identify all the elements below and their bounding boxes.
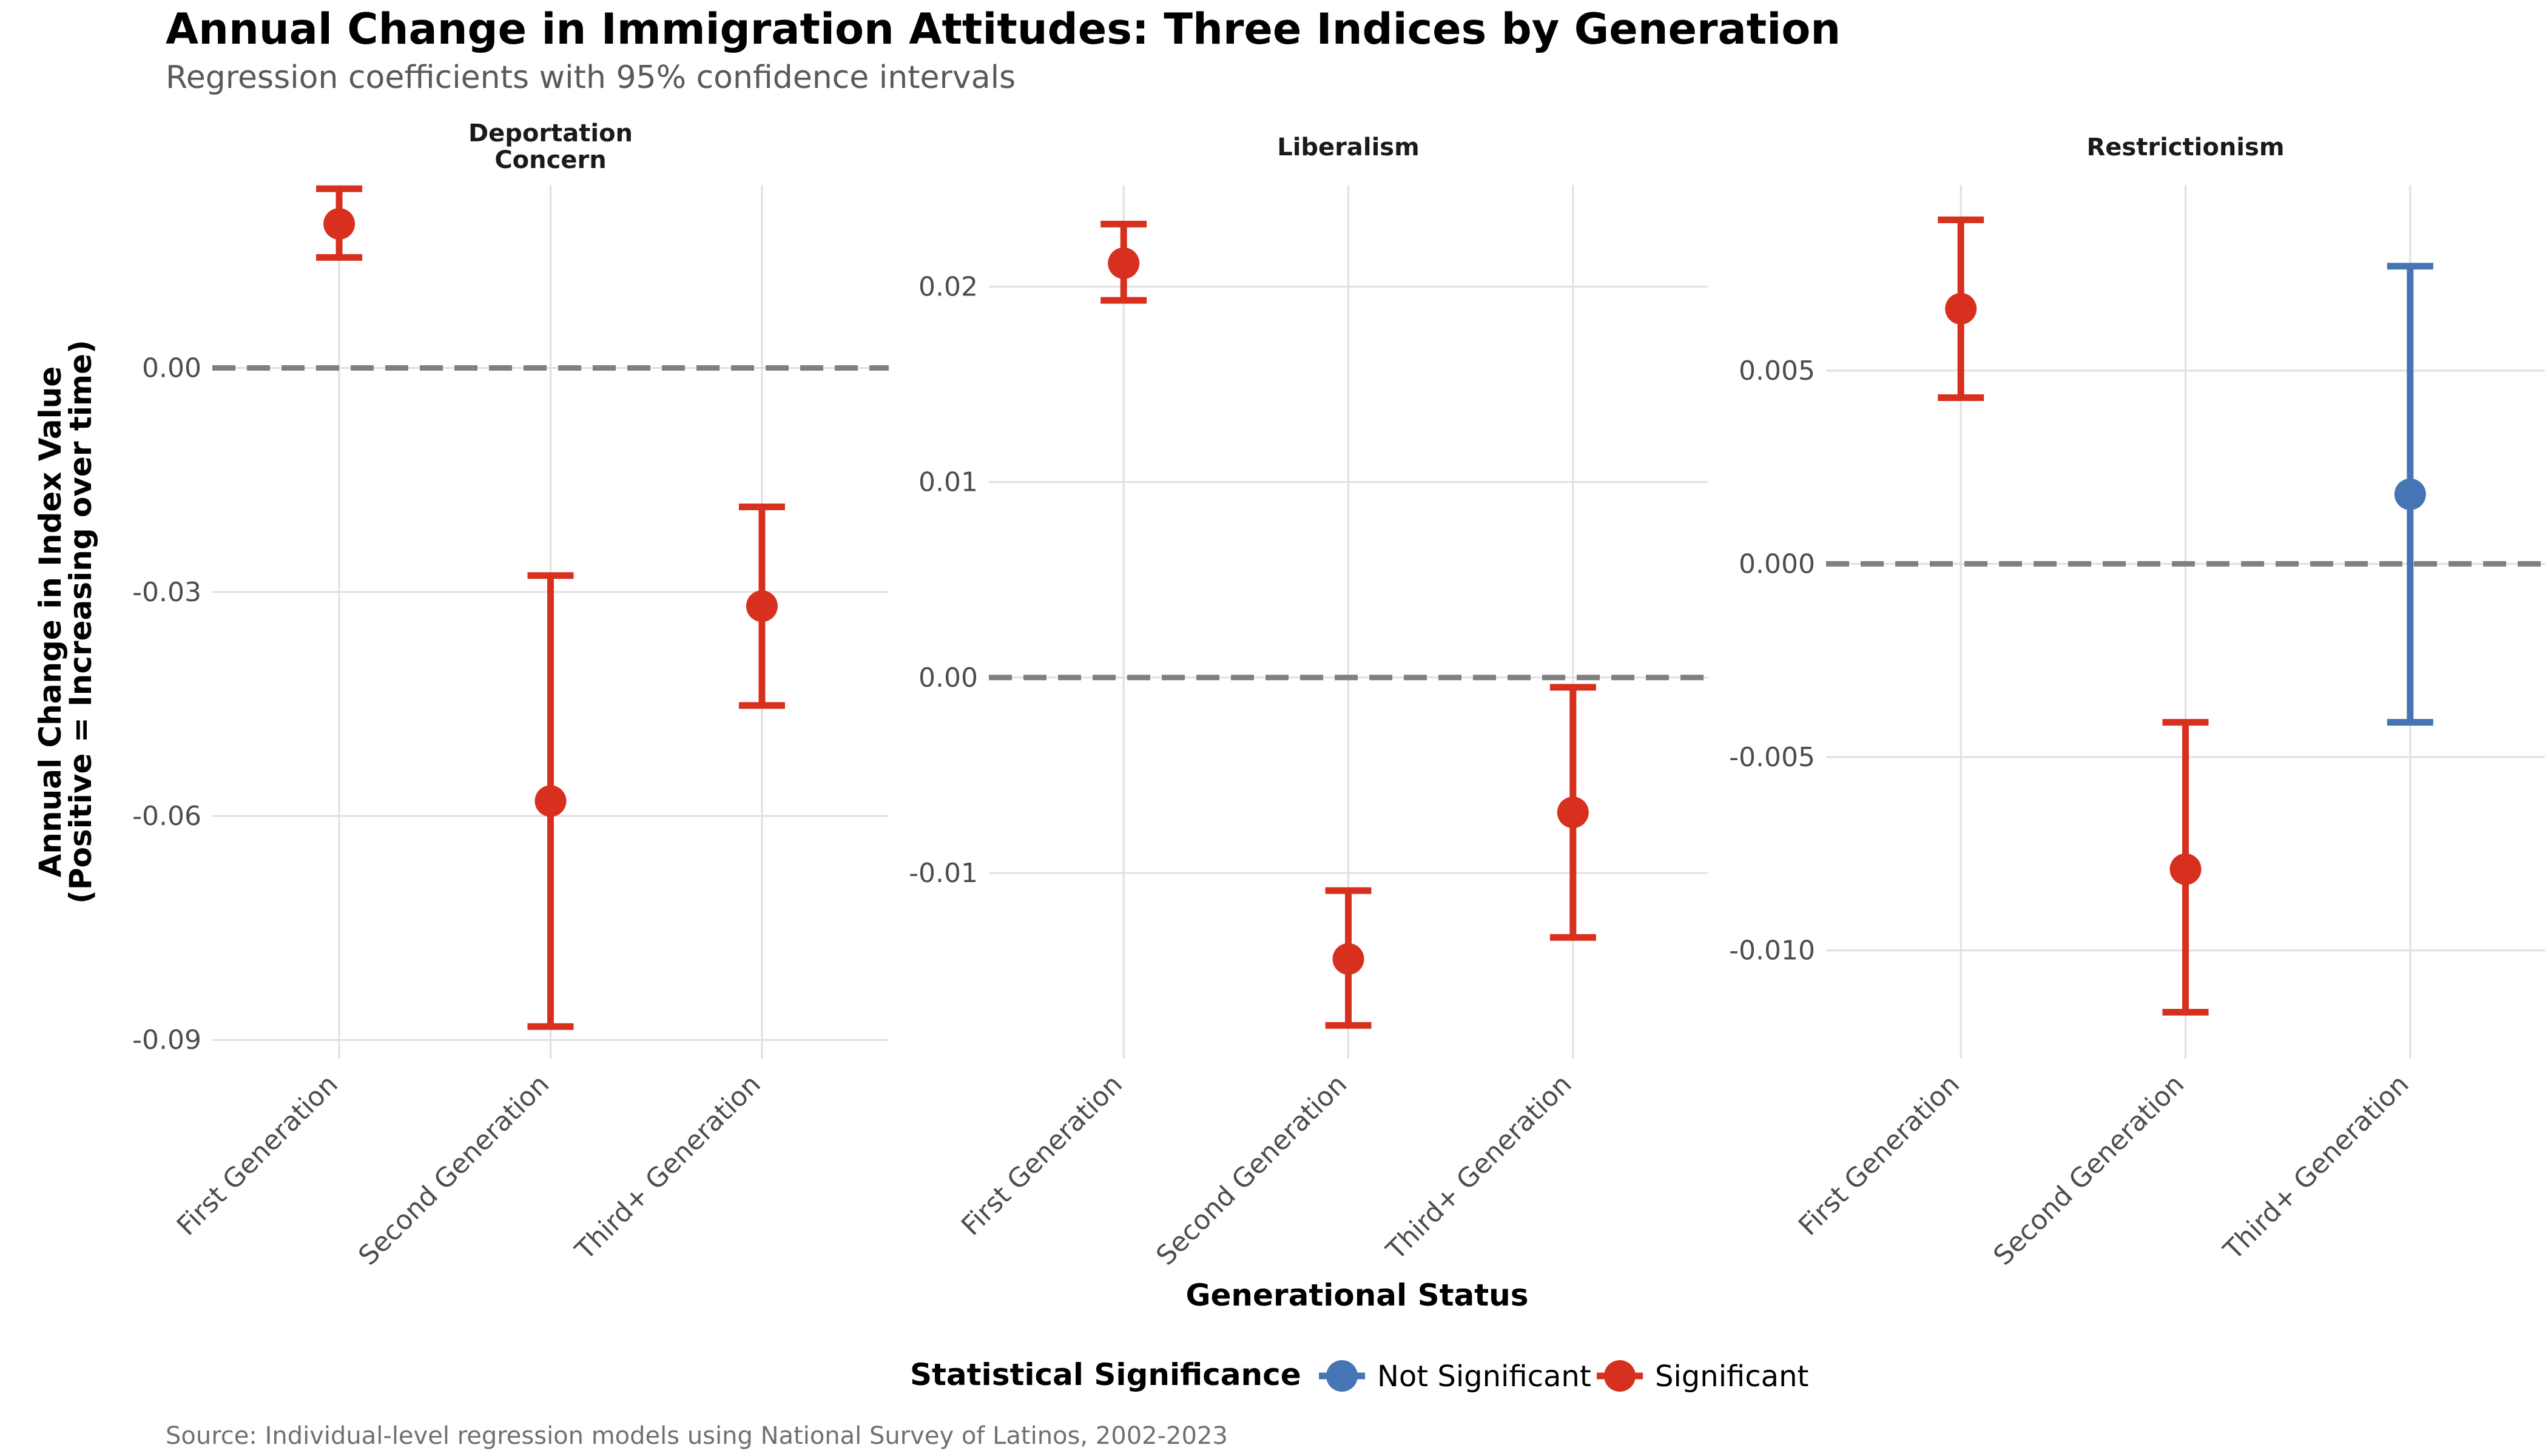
point-second-generation (1332, 943, 1364, 975)
facet-title: Restrictionism (2087, 133, 2285, 161)
y-tick-label: 0.02 (918, 272, 978, 303)
y-tick-label: 0.01 (918, 467, 978, 498)
point-second-generation (534, 785, 567, 817)
x-tick-label: Third+ Generation (569, 1069, 767, 1267)
chart-subtitle: Regression coefficients with 95% confide… (166, 59, 1016, 96)
x-tick-label: Second Generation (1150, 1069, 1353, 1272)
point-first-generation (1945, 292, 1977, 325)
legend: Statistical Significance Not Significant… (910, 1357, 1808, 1394)
facet-title-line: Deportation (468, 120, 633, 147)
x-tick-label: First Generation (956, 1069, 1128, 1242)
x-tick-label: Second Generation (1987, 1069, 2190, 1272)
chart-title: Annual Change in Immigration Attitudes: … (166, 4, 1841, 54)
x-tick-label: Third+ Generation (2217, 1069, 2415, 1267)
facet-title-line: Liberalism (1277, 133, 1420, 161)
y-axis-title-line1: Annual Change in Index Value (33, 366, 68, 878)
panel-restrictionism: 0.005 0.000 -0.005 -0.010 Restrictionism Firs… (1729, 133, 2545, 1272)
y-tick-label: -0.03 (132, 577, 201, 608)
facet-panels: 0.00 -0.03 -0.06 -0.09 Deportation Concern Fir… (132, 120, 2545, 1272)
point-first-generation (1108, 247, 1140, 279)
y-tick-label: 0.00 (142, 353, 201, 384)
legend-title: Statistical Significance (910, 1357, 1301, 1392)
facet-title: Deportation Concern (468, 120, 633, 174)
legend-key-point (1326, 1360, 1358, 1392)
x-tick-label: Third+ Generation (1380, 1069, 1578, 1267)
point-third-generation (746, 590, 778, 622)
x-tick-label: First Generation (171, 1069, 344, 1242)
panel-deportation-concern: 0.00 -0.03 -0.06 -0.09 Deportation Concern Fir… (132, 120, 889, 1272)
y-tick-label: -0.005 (1729, 742, 1815, 773)
facet-title: Liberalism (1277, 133, 1420, 161)
y-tick-label: 0.005 (1739, 356, 1815, 386)
panel-liberalism: 0.02 0.01 0.00 -0.01 Liberalism First Generat… (909, 133, 1708, 1272)
legend-label: Significant (1655, 1360, 1808, 1394)
facet-title-line: Concern (494, 146, 606, 174)
point-second-generation (2169, 853, 2202, 885)
legend-label: Not Significant (1377, 1360, 1591, 1394)
chart-caption: Source: Individual-level regression mode… (166, 1422, 1228, 1450)
y-tick-label: -0.01 (909, 858, 978, 889)
x-tick-label: Second Generation (352, 1069, 555, 1272)
legend-key-significant (1597, 1360, 1643, 1392)
facet-title-line: Restrictionism (2087, 133, 2285, 161)
y-tick-label: 0.00 (918, 662, 978, 693)
point-third-generation (2394, 478, 2426, 510)
x-tick-label: First Generation (1793, 1069, 1966, 1242)
legend-key-not-significant (1319, 1360, 1365, 1392)
y-tick-label: -0.09 (132, 1025, 201, 1056)
x-axis-title: Generational Status (1185, 1278, 1528, 1313)
point-third-generation (1557, 797, 1589, 829)
legend-key-point (1604, 1360, 1636, 1392)
y-tick-label: -0.06 (132, 801, 201, 832)
y-axis-title-line2: (Positive = Increasing over time) (63, 340, 98, 904)
y-tick-label: 0.000 (1739, 548, 1815, 579)
y-tick-label: -0.010 (1729, 935, 1815, 966)
y-axis-title: Annual Change in Index Value (Positive =… (33, 340, 98, 904)
point-first-generation (323, 208, 356, 240)
